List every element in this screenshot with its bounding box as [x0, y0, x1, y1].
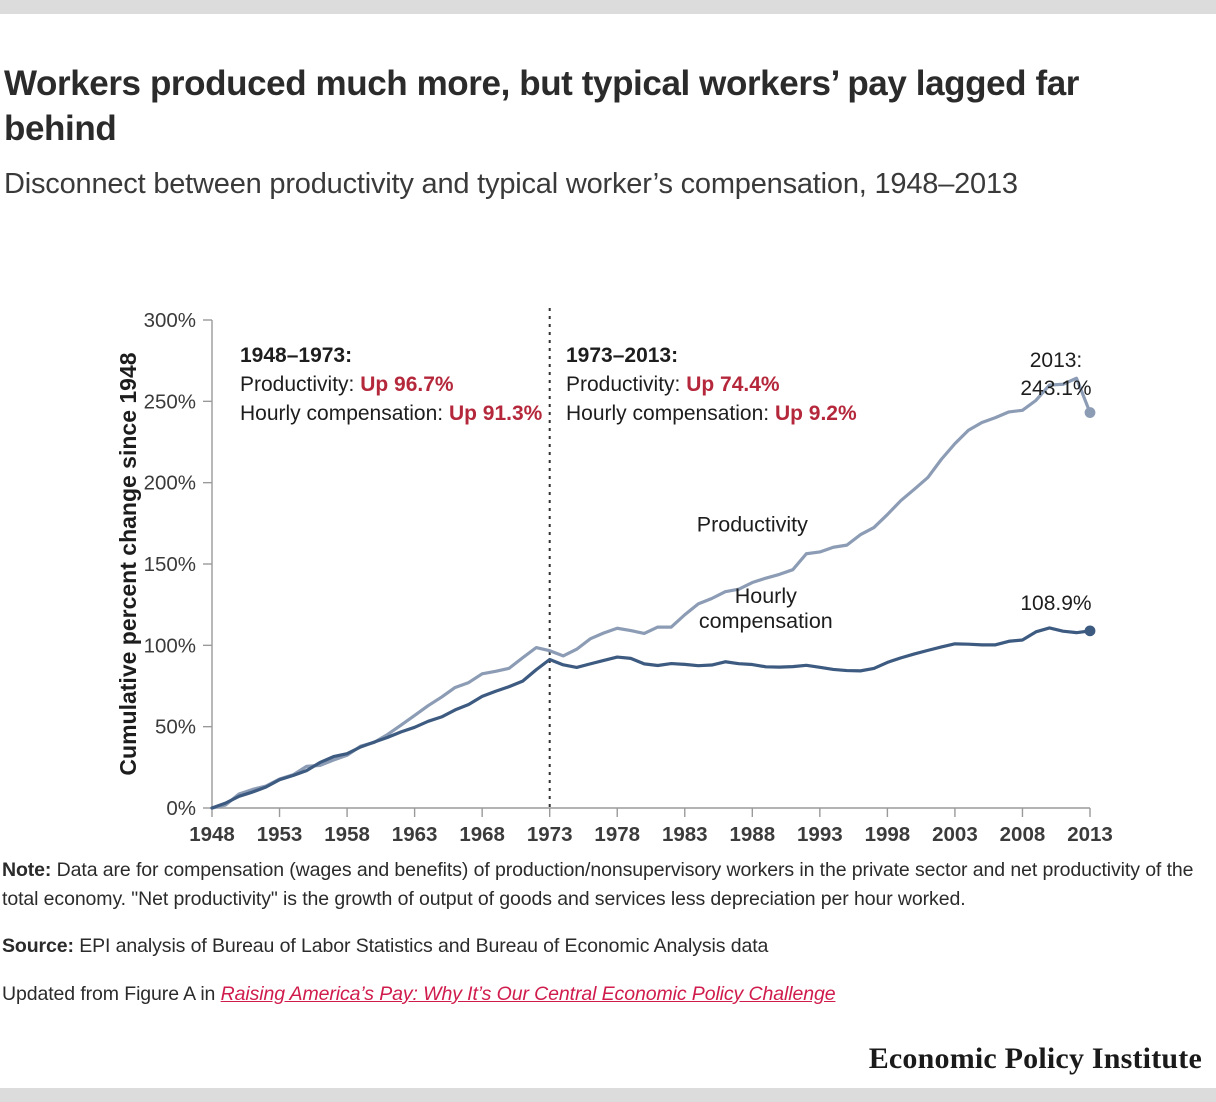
note-label: Note: — [2, 859, 52, 881]
x-tick-label: 2008 — [1000, 823, 1046, 846]
x-tick-label: 1973 — [527, 823, 573, 846]
x-tick-label: 1998 — [865, 823, 911, 846]
x-tick-label: 1983 — [662, 823, 708, 846]
x-tick-label: 1963 — [392, 823, 438, 846]
annotation-row: Productivity: Up 74.4% — [566, 373, 780, 396]
y-tick-label: 0% — [166, 797, 196, 820]
page-subtitle: Disconnect between productivity and typi… — [4, 168, 1018, 200]
y-tick-label: 250% — [144, 390, 196, 413]
x-tick-label: 1988 — [730, 823, 776, 846]
annotation-row: Hourly compensation: Up 91.3% — [240, 402, 543, 425]
chart-container: 0% 50% 100% 150% 200% 250% 300% Cumulative perc… — [0, 294, 1216, 854]
page-top-bar — [0, 0, 1216, 14]
x-tick-label: 2003 — [932, 823, 978, 846]
series-label-compensation-line2: compensation — [699, 609, 833, 633]
y-axis: 0% 50% 100% 150% 200% 250% 300% — [144, 309, 213, 820]
x-tick-label: 1953 — [257, 823, 303, 846]
series-endpoint-marker — [1084, 625, 1096, 637]
endpoint-labels: 2013: 243.1% 108.9% — [1020, 349, 1091, 615]
annotation-row-label: Hourly compensation: — [566, 402, 775, 425]
series-endpoint-marker — [1084, 407, 1096, 418]
series-productivity — [210, 376, 1096, 810]
annotation-heading: 1948–1973: — [240, 344, 352, 367]
endpoint-productivity-year: 2013: — [1030, 349, 1083, 372]
annotation-row-value: Up 9.2% — [775, 402, 857, 425]
annotation-row-label: Productivity: — [240, 373, 360, 396]
x-tick-label: 1993 — [797, 823, 843, 846]
y-tick-label: 50% — [155, 716, 196, 739]
endpoint-productivity-value: 243.1% — [1020, 377, 1091, 400]
x-tick-label: 1958 — [324, 823, 370, 846]
figure-content: Workers produced much more, but typical … — [0, 14, 1216, 1088]
annotation-row: Productivity: Up 96.7% — [240, 373, 454, 396]
y-tick-label: 100% — [144, 634, 196, 657]
productivity-pay-gap-chart: 0% 50% 100% 150% 200% 250% 300%Cumulative perc… — [115, 308, 1113, 846]
source-line: Source: EPI analysis of Bureau of Labor … — [2, 932, 1216, 960]
annotation-row-label: Productivity: — [566, 373, 686, 396]
y-tick-label: 200% — [144, 472, 196, 495]
endpoint-compensation-value: 108.9% — [1020, 592, 1091, 615]
page-bottom-bar — [0, 1088, 1216, 1102]
y-axis-title: Cumulative percent change since 1948 — [115, 352, 141, 775]
source-text: EPI analysis of Bureau of Labor Statisti… — [73, 934, 769, 957]
source-label: Source: — [2, 934, 74, 957]
note-line: Note: Data are for compensation (wages a… — [2, 856, 1216, 914]
x-tick-label: 1948 — [189, 823, 235, 846]
x-tick-label: 1978 — [594, 823, 640, 846]
series-label-productivity: Productivity — [697, 512, 808, 536]
y-tick-label: 150% — [144, 553, 196, 576]
x-tick-label: 2013 — [1067, 823, 1113, 846]
updated-prefix: Updated from Figure A in — [2, 982, 221, 1005]
note-text: Data are for compensation (wages and ben… — [2, 859, 1194, 910]
series-label-compensation: Hourly — [735, 584, 797, 608]
updated-line: Updated from Figure A in Raising America… — [2, 980, 1216, 1008]
annotation-row: Hourly compensation: Up 9.2% — [566, 402, 857, 425]
y-tick-label: 300% — [144, 309, 196, 332]
x-axis: 1948 1953 1958 1963 1968 1973 1978 1983 1988 1993… — [189, 807, 1113, 846]
annotation-heading: 1973–2013: — [566, 344, 678, 367]
series-compensation — [210, 625, 1096, 810]
annotation-row-value: Up 91.3% — [449, 402, 543, 425]
annotation-right: 1973–2013: Productivity: Up 74.4% Hourly c… — [566, 344, 857, 425]
annotation-left: 1948–1973: Productivity: Up 96.7% Hourly c… — [240, 344, 543, 425]
annotation-row-value: Up 96.7% — [360, 373, 454, 396]
epi-logo: Economic Policy Institute — [868, 1042, 1202, 1075]
figure-notes: Note: Data are for compensation (wages a… — [2, 856, 1216, 1008]
citation-link[interactable]: Raising America’s Pay: Why It’s Our Cent… — [220, 982, 836, 1005]
page-title: Workers produced much more, but typical … — [4, 64, 1080, 148]
annotation-row-value: Up 74.4% — [686, 373, 780, 396]
annotation-row-label: Hourly compensation: — [240, 402, 449, 425]
x-tick-label: 1968 — [459, 823, 505, 846]
